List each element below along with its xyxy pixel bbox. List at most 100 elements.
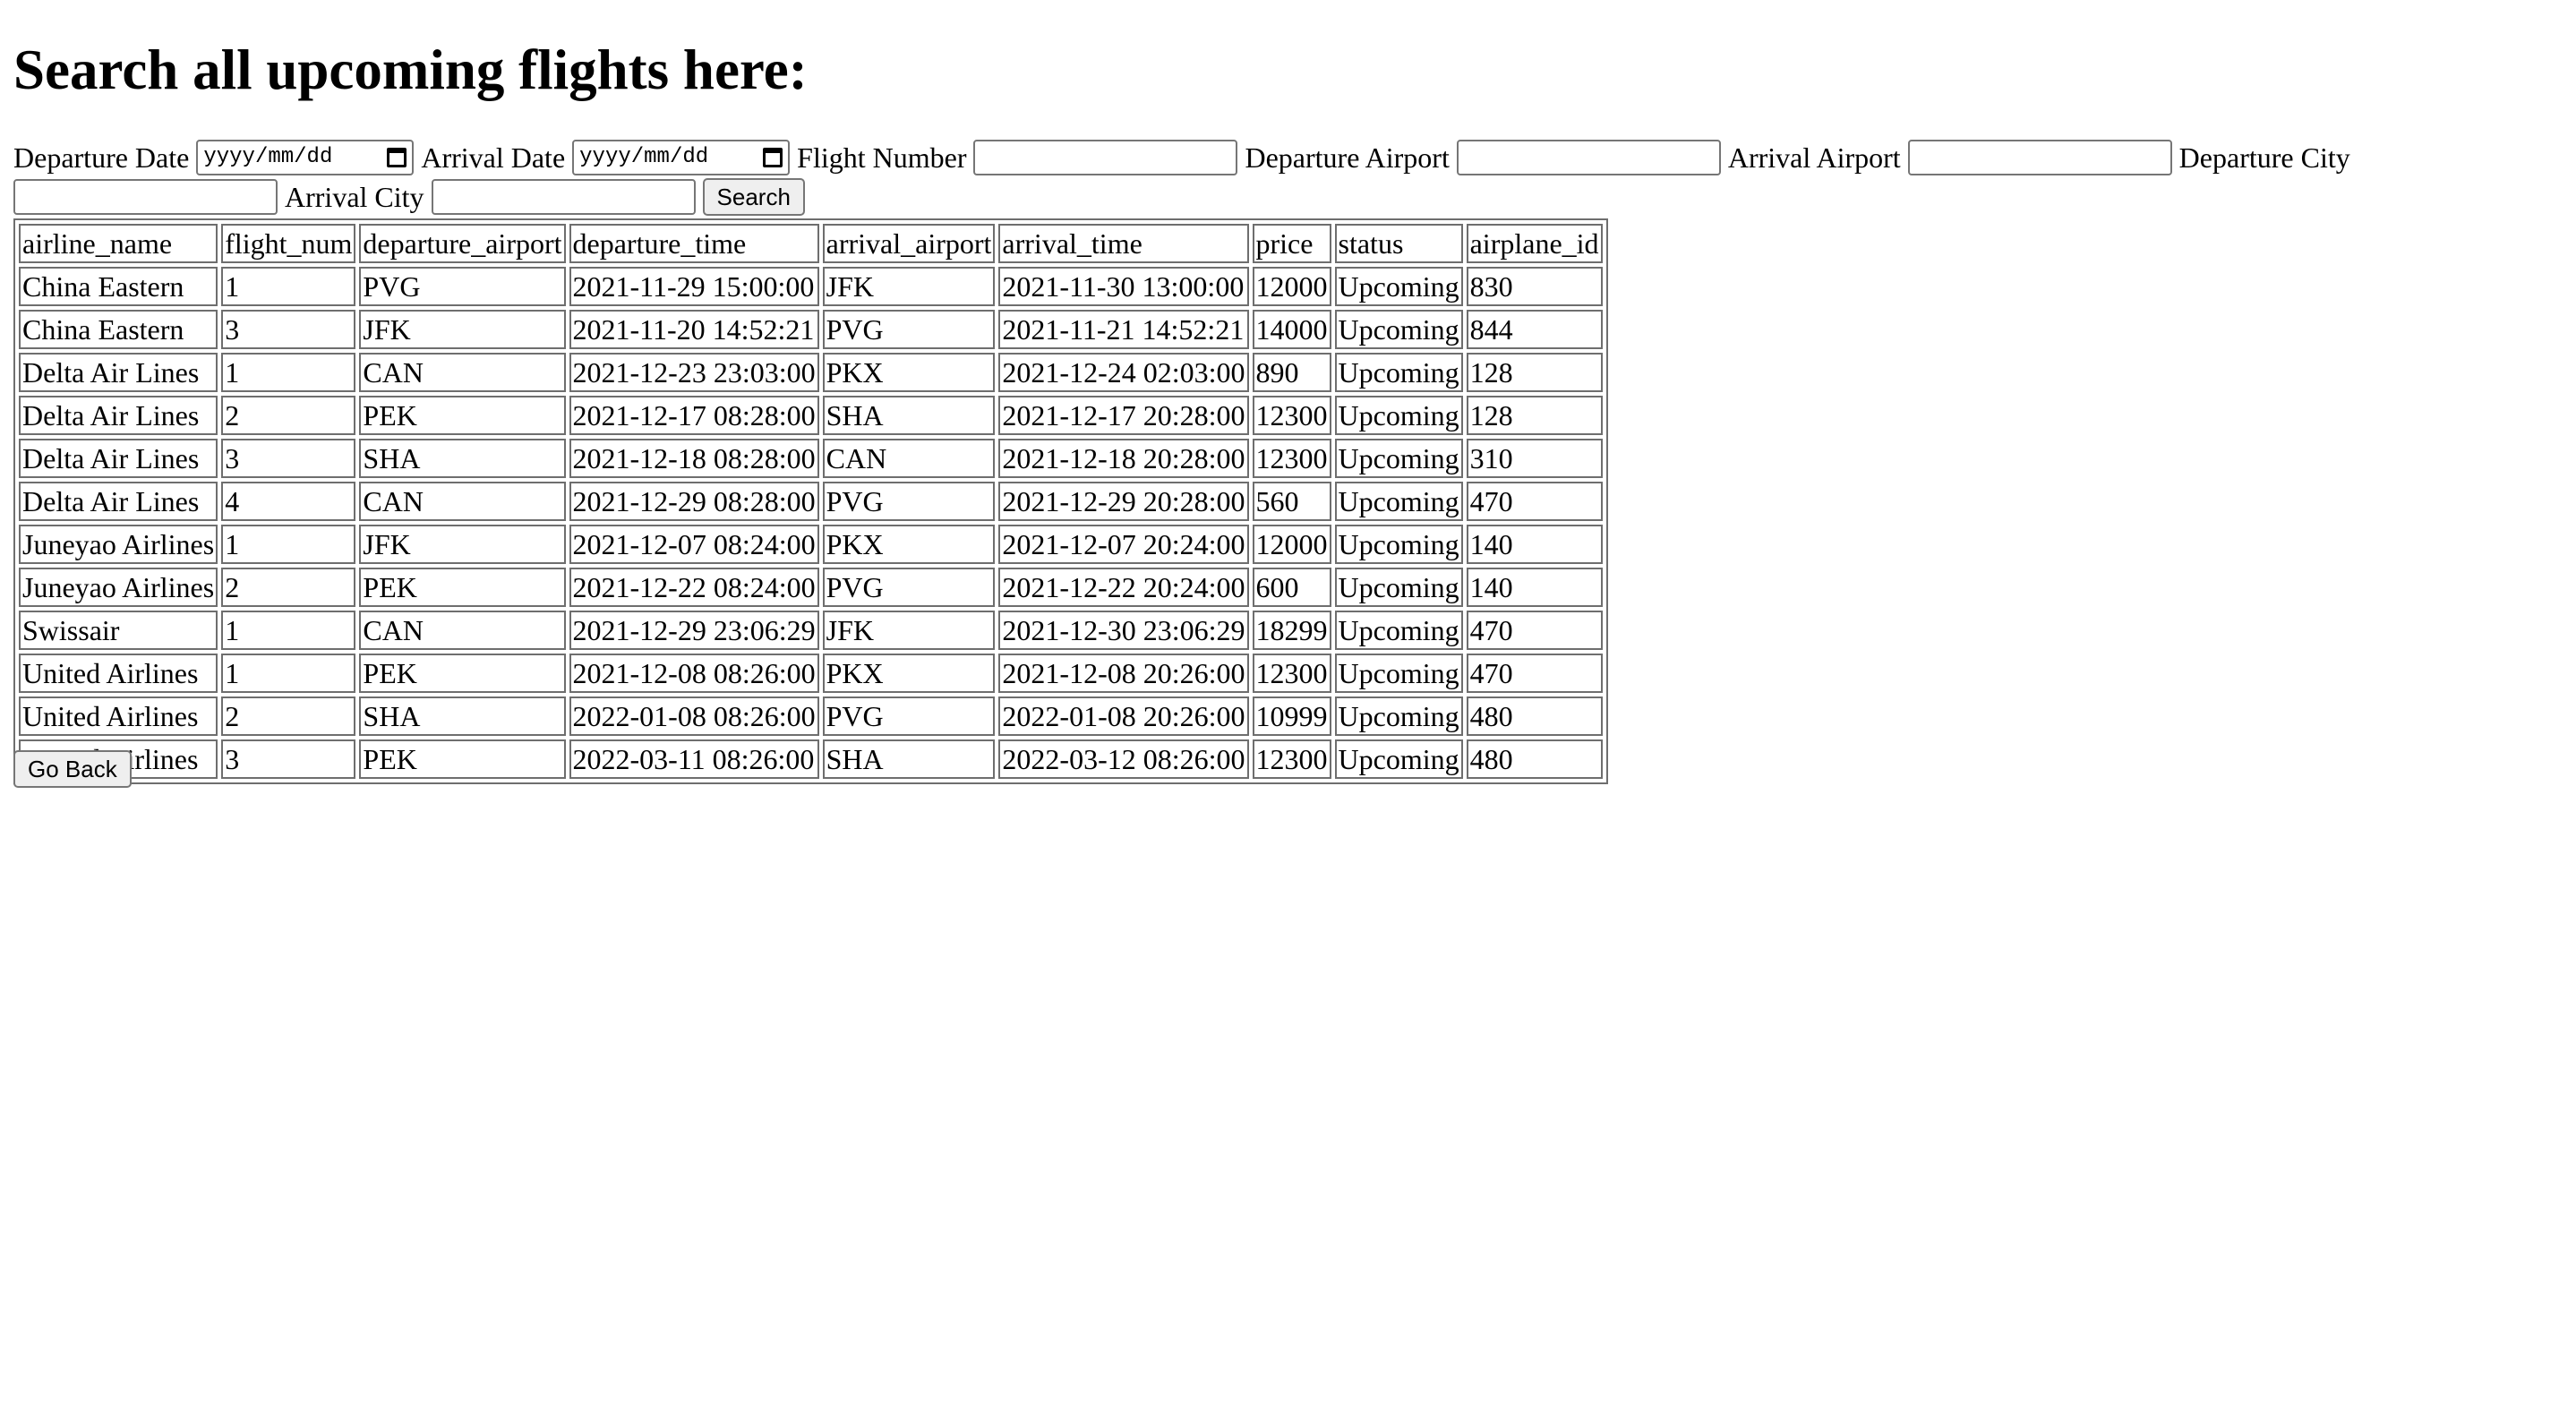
- cell-price: 890: [1252, 353, 1331, 392]
- cell-airplane-id: 470: [1466, 654, 1603, 693]
- cell-status: Upcoming: [1334, 353, 1463, 392]
- cell-departure-airport: PEK: [359, 396, 566, 435]
- search-form-row-1: Departure Date yyyy/mm/dd Arrival Date y…: [13, 138, 2538, 177]
- cell-flight-num: 4: [221, 482, 356, 521]
- column-header-flight-num: flight_num: [221, 224, 356, 263]
- cell-airplane-id: 128: [1466, 396, 1603, 435]
- cell-departure-time: 2022-03-11 08:26:00: [569, 739, 819, 779]
- calendar-icon[interactable]: [387, 148, 407, 167]
- cell-arrival-airport: JFK: [822, 267, 996, 306]
- cell-airline-name: Delta Air Lines: [19, 482, 218, 521]
- cell-flight-num: 1: [221, 611, 356, 650]
- cell-airplane-id: 844: [1466, 310, 1603, 349]
- cell-airplane-id: 830: [1466, 267, 1603, 306]
- cell-price: 560: [1252, 482, 1331, 521]
- cell-arrival-time: 2021-12-18 20:28:00: [998, 439, 1249, 478]
- departure-airport-input[interactable]: [1456, 140, 1721, 175]
- cell-arrival-time: 2021-11-30 13:00:00: [998, 267, 1249, 306]
- cell-status: Upcoming: [1334, 739, 1463, 779]
- cell-flight-num: 3: [221, 439, 356, 478]
- cell-departure-airport: PEK: [359, 568, 566, 607]
- cell-airplane-id: 140: [1466, 525, 1603, 564]
- departure-city-label: Departure City: [2178, 141, 2350, 174]
- cell-price: 12300: [1252, 439, 1331, 478]
- cell-airline-name: United Airlines: [19, 654, 218, 693]
- table-row: Delta Air Lines 4 CAN 2021-12-29 08:28:00 PV…: [19, 482, 1603, 521]
- table-row: China Eastern 3 JFK 2021-11-20 14:52:21 PVG 2…: [19, 310, 1603, 349]
- cell-airplane-id: 480: [1466, 696, 1603, 736]
- cell-departure-time: 2021-12-18 08:28:00: [569, 439, 819, 478]
- cell-price: 12300: [1252, 396, 1331, 435]
- cell-airplane-id: 480: [1466, 739, 1603, 779]
- cell-price: 12000: [1252, 525, 1331, 564]
- cell-flight-num: 2: [221, 696, 356, 736]
- cell-arrival-time: 2021-12-22 20:24:00: [998, 568, 1249, 607]
- arrival-city-input[interactable]: [431, 179, 696, 215]
- cell-price: 18299: [1252, 611, 1331, 650]
- flights-table-body: China Eastern 1 PVG 2021-11-29 15:00:00 JFK 2…: [19, 267, 1603, 779]
- cell-arrival-airport: SHA: [822, 396, 996, 435]
- arrival-airport-input[interactable]: [1907, 140, 2172, 175]
- search-button[interactable]: Search: [702, 178, 805, 216]
- cell-arrival-airport: CAN: [822, 439, 996, 478]
- table-row: Juneyao Airlines 1 JFK 2021-12-07 08:24:00 P…: [19, 525, 1603, 564]
- cell-arrival-time: 2021-12-07 20:24:00: [998, 525, 1249, 564]
- column-header-arrival-airport: arrival_airport: [822, 224, 996, 263]
- cell-departure-airport: SHA: [359, 439, 566, 478]
- cell-departure-time: 2021-12-29 23:06:29: [569, 611, 819, 650]
- cell-departure-time: 2021-11-20 14:52:21: [569, 310, 819, 349]
- arrival-date-placeholder: yyyy/mm/dd: [579, 145, 709, 169]
- arrival-date-label: Arrival Date: [421, 141, 566, 174]
- cell-status: Upcoming: [1334, 525, 1463, 564]
- cell-arrival-airport: PKX: [822, 654, 996, 693]
- table-row: Delta Air Lines 1 CAN 2021-12-23 23:03:00 PK…: [19, 353, 1603, 392]
- departure-date-input[interactable]: yyyy/mm/dd: [196, 140, 415, 175]
- flight-number-input[interactable]: [973, 140, 1238, 175]
- cell-arrival-airport: PKX: [822, 525, 996, 564]
- cell-flight-num: 2: [221, 396, 356, 435]
- search-form-row-2: Arrival City Search: [13, 177, 2538, 217]
- column-header-airline-name: airline_name: [19, 224, 218, 263]
- calendar-icon[interactable]: [763, 148, 783, 167]
- cell-airplane-id: 470: [1466, 611, 1603, 650]
- arrival-airport-label: Arrival Airport: [1727, 141, 1901, 174]
- cell-airline-name: China Eastern: [19, 310, 218, 349]
- arrival-date-input[interactable]: yyyy/mm/dd: [572, 140, 791, 175]
- cell-airline-name: China Eastern: [19, 267, 218, 306]
- flight-search-form: Departure Date yyyy/mm/dd Arrival Date y…: [13, 138, 2538, 217]
- cell-departure-time: 2021-12-23 23:03:00: [569, 353, 819, 392]
- cell-status: Upcoming: [1334, 568, 1463, 607]
- cell-flight-num: 1: [221, 353, 356, 392]
- flights-table-head: airline_name flight_num departure_airport d…: [19, 224, 1603, 263]
- cell-airline-name: Delta Air Lines: [19, 353, 218, 392]
- table-row: Delta Air Lines 3 SHA 2021-12-18 08:28:00 CA…: [19, 439, 1603, 478]
- cell-arrival-airport: PKX: [822, 353, 996, 392]
- cell-arrival-time: 2021-12-17 20:28:00: [998, 396, 1249, 435]
- cell-departure-airport: CAN: [359, 482, 566, 521]
- table-row: China Eastern 1 PVG 2021-11-29 15:00:00 JFK 2…: [19, 267, 1603, 306]
- cell-airline-name: Swissair: [19, 611, 218, 650]
- cell-flight-num: 3: [221, 310, 356, 349]
- cell-arrival-time: 2021-12-08 20:26:00: [998, 654, 1249, 693]
- cell-arrival-time: 2021-12-30 23:06:29: [998, 611, 1249, 650]
- column-header-departure-time: departure_time: [569, 224, 819, 263]
- cell-flight-num: 1: [221, 525, 356, 564]
- cell-arrival-airport: PVG: [822, 310, 996, 349]
- cell-departure-time: 2021-12-17 08:28:00: [569, 396, 819, 435]
- go-back-button[interactable]: Go Back: [13, 750, 132, 788]
- cell-departure-airport: JFK: [359, 310, 566, 349]
- departure-airport-label: Departure Airport: [1245, 141, 1450, 174]
- cell-departure-airport: PVG: [359, 267, 566, 306]
- column-header-price: price: [1252, 224, 1331, 263]
- cell-airline-name: United Airlines: [19, 696, 218, 736]
- departure-city-input[interactable]: [13, 179, 278, 215]
- cell-airline-name: Delta Air Lines: [19, 396, 218, 435]
- table-row: Swissair 1 CAN 2021-12-29 23:06:29 JFK 2021-1…: [19, 611, 1603, 650]
- page-title: Search all upcoming flights here:: [13, 38, 808, 101]
- cell-airplane-id: 470: [1466, 482, 1603, 521]
- cell-departure-time: 2021-12-08 08:26:00: [569, 654, 819, 693]
- cell-departure-time: 2021-12-22 08:24:00: [569, 568, 819, 607]
- column-header-status: status: [1334, 224, 1463, 263]
- flight-number-label: Flight Number: [797, 141, 967, 174]
